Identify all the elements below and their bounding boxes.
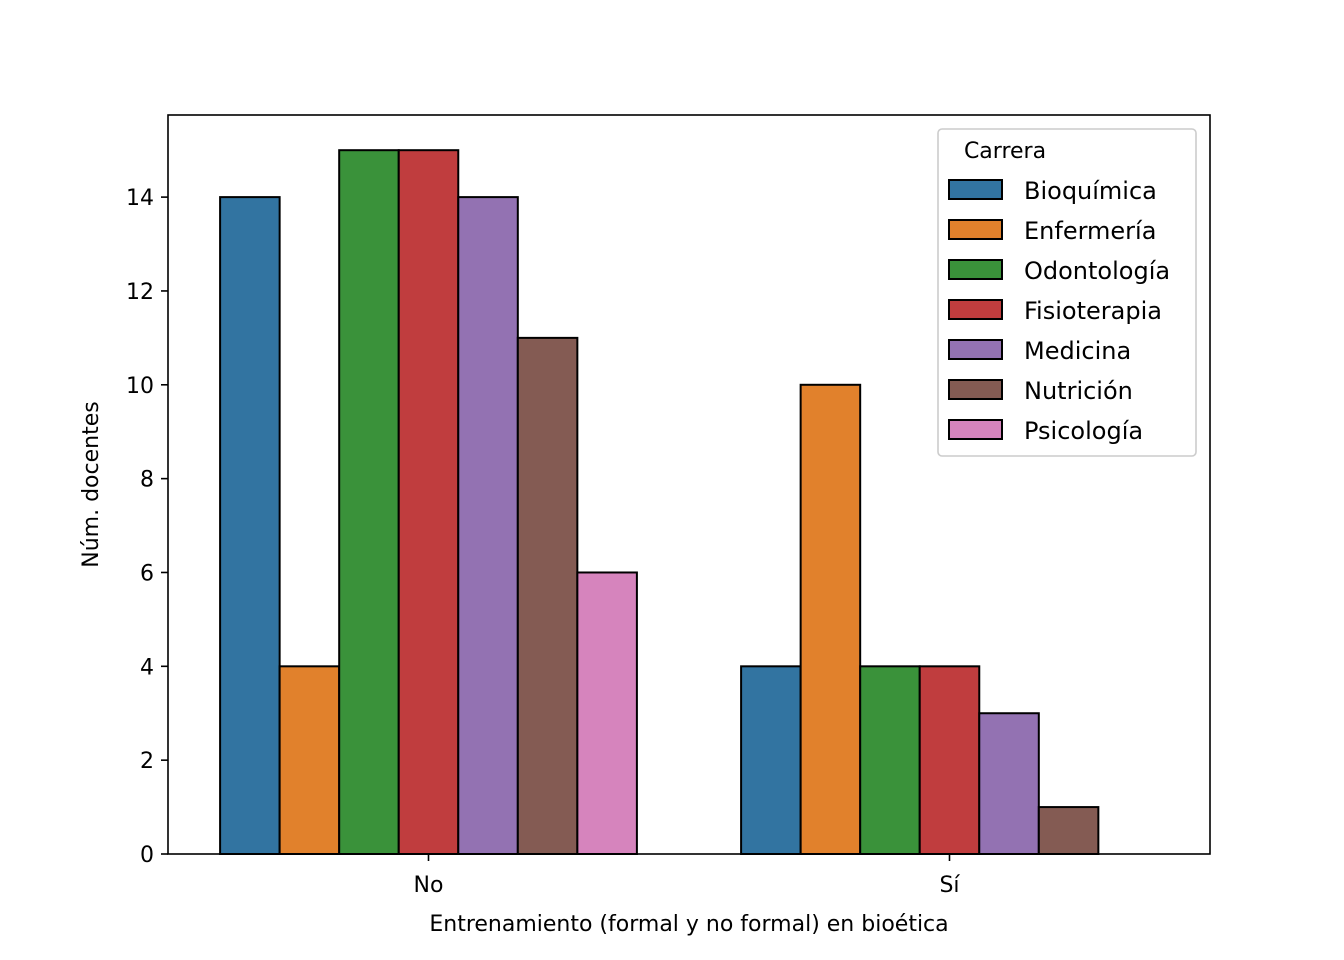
x-tick-label: No xyxy=(414,873,444,898)
x-axis: No Sí xyxy=(414,854,960,898)
y-tick-label: 6 xyxy=(140,561,154,586)
legend-label: Medicina xyxy=(1024,337,1131,365)
bar-No-Medicina xyxy=(457,196,519,856)
legend-label: Odontología xyxy=(1024,257,1170,285)
legend: Carrera Bioquímica Enfermería Odontología Fi… xyxy=(937,128,1197,457)
bar-Sí-Fisioterapia xyxy=(918,665,981,855)
legend-swatch xyxy=(948,299,1003,320)
plot-frame xyxy=(167,114,1211,855)
bar-No-Nutrición xyxy=(516,336,579,855)
bar-Sí-Odontología xyxy=(859,665,921,855)
y-tick-label: 10 xyxy=(126,374,154,399)
y-tick-label: 8 xyxy=(140,468,154,493)
y-axis-label: Núm. docentes xyxy=(79,401,104,567)
legend-swatch xyxy=(948,259,1003,280)
legend-swatch xyxy=(948,339,1003,360)
legend-label: Psicología xyxy=(1024,417,1143,445)
legend-title: Carrera xyxy=(964,139,1046,164)
legend-swatch xyxy=(948,419,1003,440)
legend-box xyxy=(937,128,1197,457)
bar-No-Bioquímica xyxy=(219,196,281,856)
legend-swatch xyxy=(948,379,1003,400)
bar-Sí-Medicina xyxy=(978,712,1040,855)
legend-label: Fisioterapia xyxy=(1024,297,1162,325)
bar-Sí-Enfermería xyxy=(799,383,862,855)
y-tick-label: 12 xyxy=(126,280,154,305)
x-tick-label: Sí xyxy=(939,873,960,898)
bar-No-Odontología xyxy=(338,149,400,855)
x-axis-label: Entrenamiento (formal y no formal) en bi… xyxy=(429,912,948,937)
legend-label: Nutrición xyxy=(1024,377,1133,405)
y-tick-label: 2 xyxy=(140,749,154,774)
bar-No-Enfermería xyxy=(278,665,341,855)
legend-swatch xyxy=(948,179,1003,200)
legend-swatch xyxy=(948,219,1003,240)
bars-layer xyxy=(219,149,1100,856)
y-tick-label: 4 xyxy=(140,655,154,680)
y-axis: 0 2 4 6 8 10 12 14 xyxy=(126,186,168,868)
legend-label: Bioquímica xyxy=(1024,177,1157,205)
y-tick-label: 14 xyxy=(126,186,154,211)
bar-Sí-Bioquímica xyxy=(740,665,802,855)
y-tick-label: 0 xyxy=(140,843,154,868)
bar-No-Fisioterapia xyxy=(397,149,460,855)
bar-Sí-Nutrición xyxy=(1037,806,1100,856)
bar-No-Psicología xyxy=(576,571,638,855)
legend-label: Enfermería xyxy=(1024,217,1156,245)
